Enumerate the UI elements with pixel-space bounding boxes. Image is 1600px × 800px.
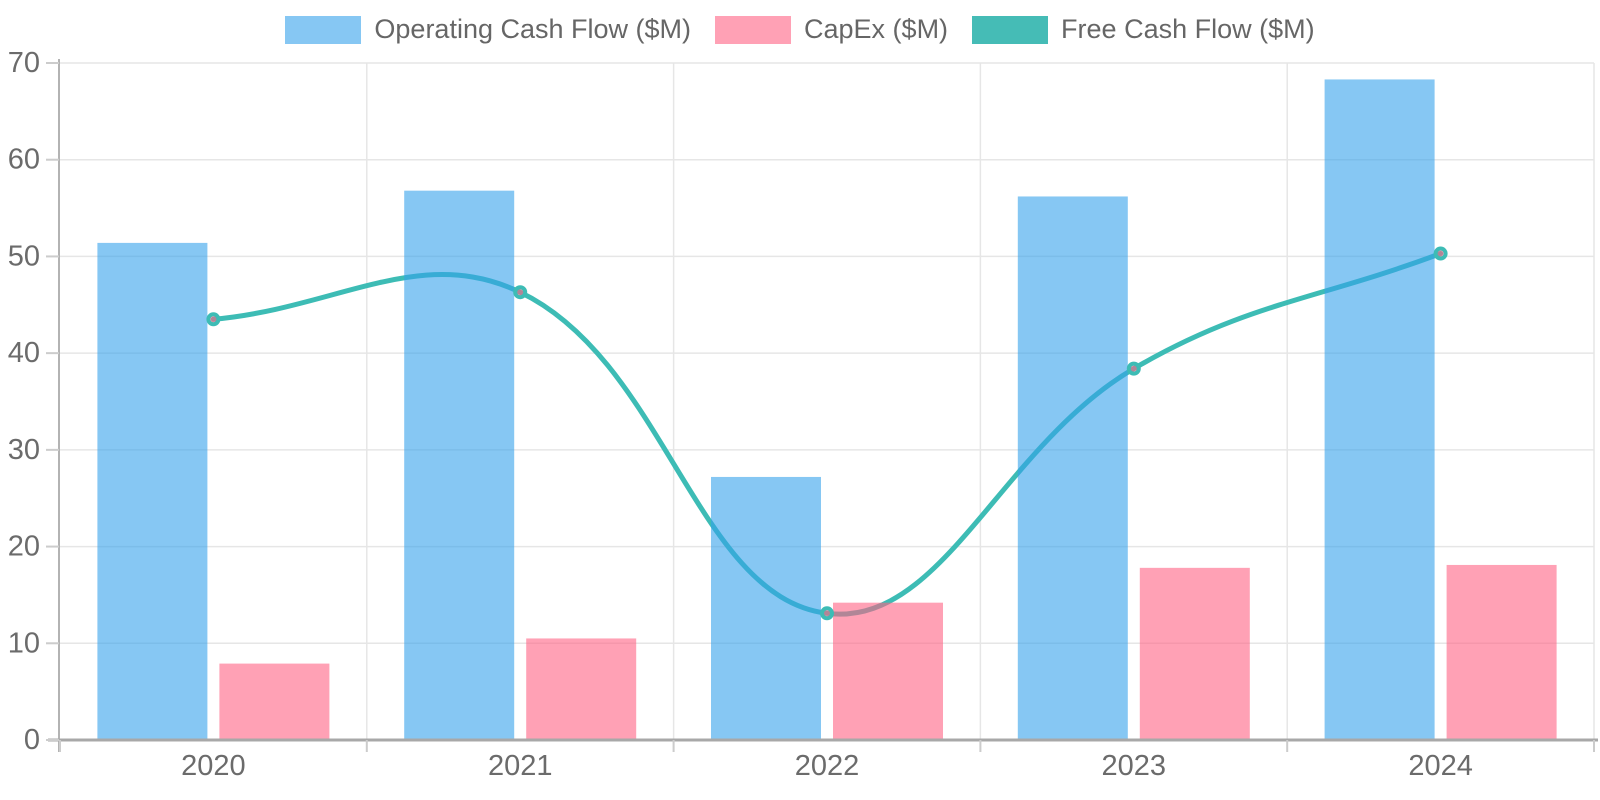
legend-label-capex: CapEx ($M)	[804, 14, 949, 44]
x-axis-label-2024: 2024	[1408, 750, 1473, 782]
y-axis-label-60: 60	[8, 144, 40, 176]
bar-operating-cash-flow-2021[interactable]	[404, 190, 515, 741]
capex-swatch	[715, 15, 792, 44]
line-point-2023[interactable]	[1126, 361, 1141, 376]
legend-item-operating-cash-flow[interactable]: Operating Cash Flow ($M)	[285, 14, 691, 45]
y-axis-label-10: 10	[8, 627, 40, 659]
bar-capex-2024[interactable]	[1446, 564, 1557, 740]
y-axis-label-20: 20	[8, 531, 40, 563]
legend-label-free-cash-flow: Free Cash Flow ($M)	[1061, 14, 1315, 44]
line-point-2021[interactable]	[513, 285, 528, 300]
line-point-2020[interactable]	[206, 312, 221, 327]
bar-capex-2023[interactable]	[1139, 567, 1250, 740]
bar-operating-cash-flow-2022[interactable]	[711, 476, 821, 740]
y-axis-label-50: 50	[8, 240, 40, 272]
x-axis-label-2023: 2023	[1102, 750, 1167, 782]
free-cash-flow-line[interactable]	[210, 251, 1444, 617]
y-axis-label-70: 70	[8, 47, 40, 79]
bar-operating-cash-flow-2020[interactable]	[97, 242, 208, 741]
y-axis-label-40: 40	[8, 337, 40, 369]
line-point-2024[interactable]	[1433, 246, 1448, 261]
y-axis-label-30: 30	[8, 434, 40, 466]
bar-capex-2020[interactable]	[219, 663, 330, 740]
x-axis-label-2021: 2021	[488, 750, 553, 782]
y-axis-label-0: 0	[24, 724, 40, 756]
legend-item-capex[interactable]: CapEx ($M)	[715, 14, 948, 45]
x-axis-label-2020: 2020	[181, 750, 246, 782]
bar-capex-2021[interactable]	[526, 638, 637, 740]
legend-label-operating-cash-flow: Operating Cash Flow ($M)	[374, 14, 692, 44]
operating-cash-flow-swatch	[285, 15, 362, 44]
chart-legend: Operating Cash Flow ($M) CapEx ($M) Free…	[0, 14, 1600, 45]
line-point-2022[interactable]	[820, 606, 834, 621]
bar-operating-cash-flow-2024[interactable]	[1324, 79, 1435, 741]
free-cash-flow-swatch	[972, 15, 1049, 44]
legend-item-free-cash-flow[interactable]: Free Cash Flow ($M)	[972, 14, 1315, 45]
bar-capex-2022[interactable]	[833, 602, 943, 740]
x-axis-label-2022: 2022	[795, 750, 860, 782]
bar-operating-cash-flow-2023[interactable]	[1017, 196, 1128, 741]
